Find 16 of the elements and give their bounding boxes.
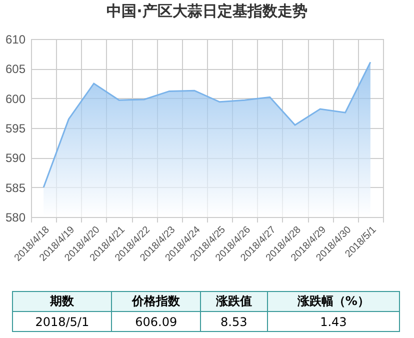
chart-title: 中国·产区大蒜日定基指数走势 [106,2,308,20]
y-tick-label: 595 [5,122,26,136]
y-tick-label: 590 [5,151,26,166]
text: 价格指数 [112,292,200,312]
text: 期数 [12,292,112,312]
text: 涨跌幅（%） [267,292,400,312]
text: 1.43 [267,312,400,332]
y-tick-label: 580 [5,210,26,224]
text: 606.09 [112,312,200,332]
text: 8.53 [200,312,268,332]
y-tick-label: 600 [5,92,26,106]
y-tick-label: 585 [5,180,26,195]
y-tick-label: 605 [5,62,26,76]
text: 2018/5/1 [12,312,112,332]
text: 涨跌值 [200,292,268,312]
y-tick-label: 610 [5,32,26,46]
